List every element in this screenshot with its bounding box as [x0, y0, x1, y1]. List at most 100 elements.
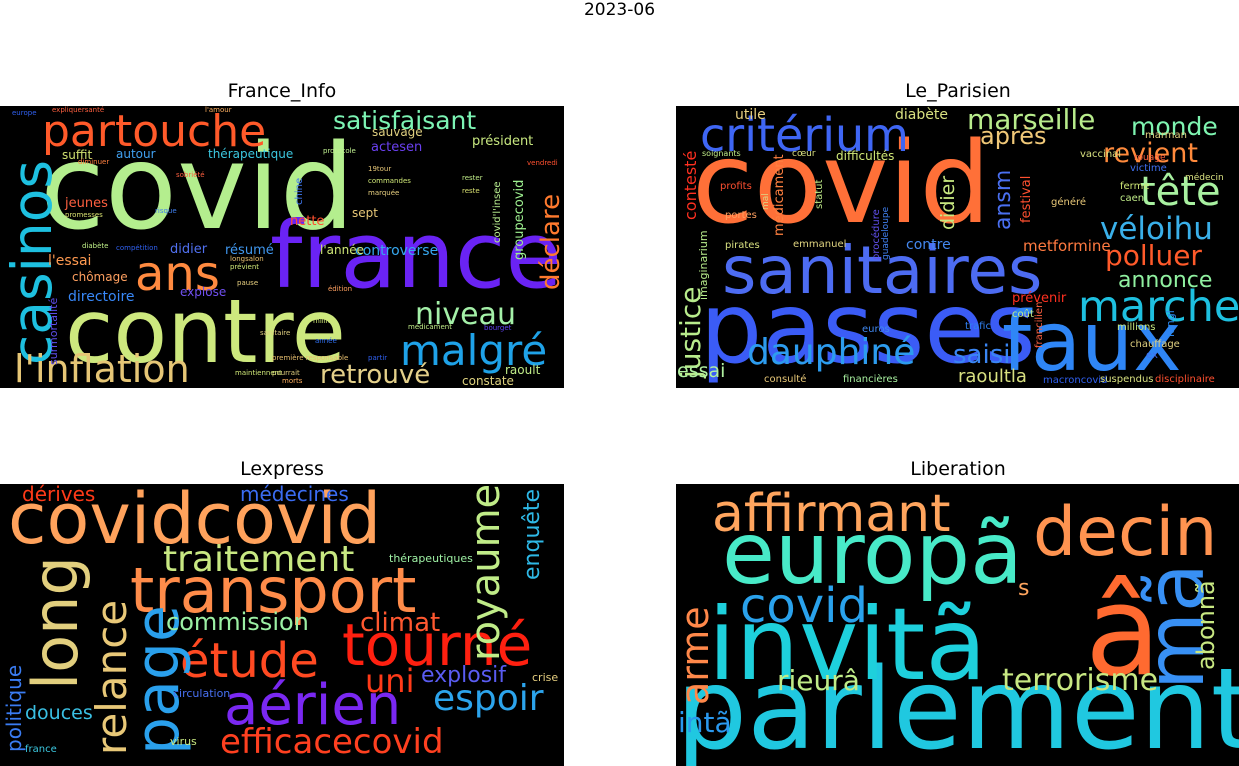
- cloud-word: trafic: [965, 321, 991, 332]
- cloud-word: explose: [180, 285, 227, 299]
- cloud-word: longsalon: [230, 255, 264, 263]
- cloud-word: jeunes: [65, 196, 108, 211]
- cloud-word: déclare: [536, 193, 564, 290]
- cloud-word: ex: [1146, 350, 1158, 361]
- cloud-word: utile: [735, 107, 766, 123]
- cloud-word: dauphiné: [747, 332, 916, 373]
- cloud-word: covidcovid: [8, 484, 382, 560]
- cloud-word: caen: [1120, 193, 1145, 204]
- cloud-word: sauvage: [372, 125, 423, 139]
- cloud-word: traitement: [163, 539, 355, 580]
- cloud-word: terrorisme: [1002, 663, 1159, 698]
- cloud-word: cœur: [792, 149, 816, 159]
- cloud-word: coût: [1012, 309, 1034, 320]
- cloud-word: covid: [740, 578, 868, 634]
- cloud-word: decin: [1033, 493, 1218, 572]
- cloud-word: politique: [2, 664, 26, 752]
- cloud-word: généré: [1051, 197, 1087, 208]
- cloud-word: l'année: [320, 243, 364, 257]
- cloud-word: circulation: [173, 687, 231, 700]
- cloud-word: arme: [676, 606, 717, 705]
- cloud-word: festival: [1019, 175, 1034, 223]
- panel-title-liberation: Liberation: [910, 458, 1006, 480]
- cloud-word: satisfaisant: [333, 106, 477, 135]
- cloud-word: malgré: [400, 326, 548, 375]
- cloud-word: revient: [1103, 138, 1198, 169]
- cloud-word: marseille: [967, 106, 1096, 136]
- cloud-word: rester: [462, 174, 483, 182]
- cloud-word: monde: [1131, 112, 1218, 141]
- cloud-word: parlement: [676, 645, 1239, 766]
- cloud-word: contre: [906, 237, 951, 253]
- cloud-word: intã: [678, 706, 732, 739]
- cloud-word: promesses: [65, 211, 103, 219]
- cloud-word: sanitaires: [722, 232, 1043, 309]
- cloud-word: covid: [692, 119, 991, 249]
- cloud-word: longl: [1164, 310, 1177, 337]
- word-cloud-le-parisien: covid passes sanitaires faux critérium dauphi…: [676, 106, 1239, 388]
- cloud-word: passes: [700, 272, 1036, 386]
- cloud-word: raoult: [505, 363, 541, 377]
- cloud-word: après: [980, 122, 1047, 150]
- cloud-word: nette: [290, 214, 325, 229]
- cloud-word: suffit: [62, 148, 93, 162]
- cloud-word: dérives: [22, 484, 96, 506]
- panel-title-lexpress: Lexpress: [240, 458, 324, 480]
- cloud-word: morts: [282, 377, 303, 385]
- cloud-word: invitã: [708, 586, 987, 703]
- cloud-word: prévenir: [1012, 291, 1067, 306]
- cloud-word: douces: [25, 702, 93, 724]
- cloud-word: suspendus: [1100, 374, 1154, 385]
- cloud-word: diabète: [82, 242, 109, 250]
- cloud-word: millier: [313, 317, 335, 325]
- cloud-word: 19tour: [368, 165, 392, 173]
- cloud-word: chine: [294, 177, 305, 205]
- cloud-word: maintiennent: [235, 369, 282, 377]
- cloud-word: sept: [352, 206, 378, 220]
- cloud-word: autour: [116, 147, 156, 161]
- cloud-word: enquête: [520, 488, 545, 580]
- cloud-word: prévient: [230, 263, 260, 271]
- cloud-word: vendredi: [527, 159, 558, 167]
- cloud-word: rieurâ: [777, 664, 860, 697]
- cloud-word: uni: [365, 662, 415, 700]
- word-cloud-lexpress: covidcovid transport tourné aérien étude long…: [0, 484, 564, 766]
- cloud-word: actesen: [371, 140, 423, 155]
- cloud-word: ferme: [1120, 181, 1150, 192]
- cloud-word: portes: [725, 210, 757, 221]
- cloud-word: transport: [130, 554, 417, 627]
- cloud-word: espoir: [433, 678, 544, 719]
- cloud-word: faux: [1002, 295, 1182, 388]
- cloud-word: marman: [1145, 130, 1188, 141]
- cloud-word: ans: [135, 246, 220, 302]
- cloud-word: profits: [720, 181, 752, 192]
- cloud-word: millions: [1117, 322, 1156, 333]
- cloud-word: victime: [1130, 163, 1167, 174]
- cloud-word: france: [25, 744, 57, 755]
- panel-title-france-info: France_Info: [227, 80, 337, 102]
- cloud-word: partouche: [42, 106, 267, 157]
- cloud-word: relance: [87, 599, 136, 755]
- cloud-word: tête: [1140, 169, 1221, 215]
- cloud-word: retrouvé: [320, 360, 431, 388]
- cloud-word: abonnã: [1192, 580, 1220, 670]
- cloud-word: euros: [862, 324, 890, 335]
- cloud-word: saisi: [953, 340, 1011, 370]
- cloud-word: constate: [462, 374, 514, 388]
- cloud-word: imaginarium: [697, 230, 710, 300]
- cloud-word: s: [1018, 576, 1030, 601]
- cloud-word: explosif: [421, 663, 507, 688]
- cloud-word: marquée: [368, 189, 400, 197]
- cloud-word: compétition: [116, 244, 158, 252]
- cloud-word: risque: [155, 207, 177, 215]
- cloud-word: covid'l'insee: [492, 181, 503, 243]
- cloud-word: difficultés: [836, 149, 895, 163]
- cloud-word: annonce: [1118, 268, 1213, 293]
- cloud-word: didier: [937, 175, 959, 230]
- cloud-word: l'inflation: [14, 347, 190, 388]
- cloud-word: marche: [1078, 282, 1239, 332]
- cloud-word: macroncovid: [1043, 375, 1108, 386]
- cloud-word: commission: [166, 608, 309, 636]
- cloud-word: sobriété: [176, 171, 205, 179]
- cloud-word: édition: [328, 285, 353, 293]
